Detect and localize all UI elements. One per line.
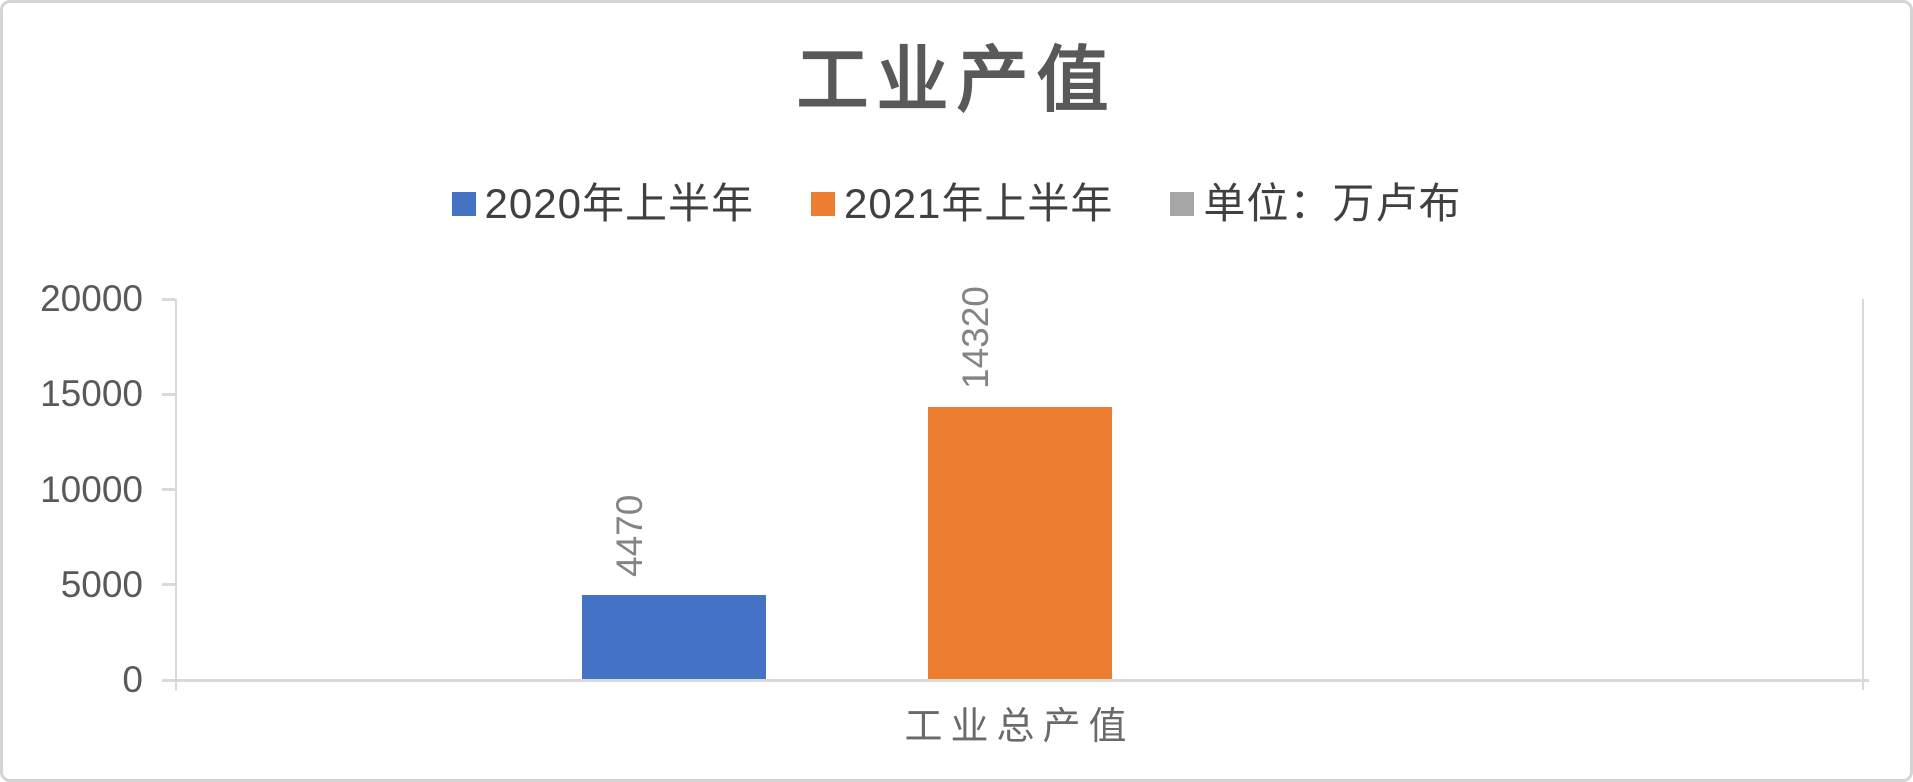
x-axis-category-label: 工业总产值 [904, 706, 1135, 748]
y-axis-tick [162, 392, 175, 396]
y-axis-line [175, 299, 177, 679]
plot-right-border [1862, 299, 1864, 679]
legend-item: 单位：万卢布 [1170, 181, 1461, 227]
y-axis-tick-label: 20000 [40, 278, 143, 319]
bar-2020年上半年 [582, 595, 766, 679]
chart-title: 工业产值 [796, 41, 1117, 121]
legend-swatch-icon [1170, 192, 1195, 216]
y-axis-tick [162, 488, 175, 491]
y-axis-tick [162, 297, 175, 301]
bar-data-label: 4470 [609, 494, 650, 577]
legend-swatch-icon [451, 192, 476, 216]
bar-2021年上半年 [927, 407, 1112, 679]
y-axis-tick-label: 0 [122, 659, 143, 700]
y-axis-tick [162, 678, 175, 682]
bar-data-label: 14320 [954, 286, 996, 389]
legend-label: 2020年上半年 [484, 180, 754, 227]
y-axis-tick-label: 10000 [40, 468, 143, 510]
x-axis-line [162, 679, 1869, 682]
legend: 2020年上半年 2021年上半年 单位：万卢布 [3, 181, 1910, 227]
x-axis-end-tick [175, 682, 177, 690]
x-axis-end-tick [1862, 682, 1864, 690]
legend-item: 2021年上半年 [810, 180, 1114, 227]
legend-swatch-icon [810, 192, 835, 216]
legend-label: 2021年上半年 [843, 180, 1114, 227]
y-axis-tick-label: 15000 [40, 373, 143, 415]
y-axis-tick [162, 583, 175, 587]
y-axis-tick-label: 5000 [60, 563, 143, 605]
legend-item: 2020年上半年 [451, 180, 754, 227]
legend-label: 单位：万卢布 [1203, 180, 1462, 227]
